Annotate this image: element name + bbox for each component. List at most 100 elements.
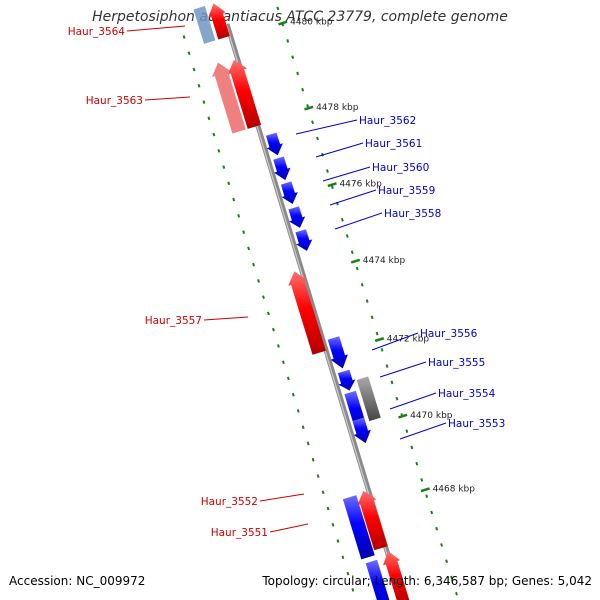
tick-ring-left bbox=[301, 425, 305, 430]
gene-callout-line bbox=[329, 189, 377, 206]
tick-ring-right bbox=[276, 6, 280, 11]
gene-label-forward: Haur_3563 bbox=[86, 95, 143, 107]
scale-label: 4472 kbp bbox=[387, 334, 430, 344]
scale-major-tick bbox=[278, 20, 288, 26]
gene-forward bbox=[383, 551, 410, 600]
tick-ring-right bbox=[395, 396, 399, 401]
gene-callout-line bbox=[269, 523, 309, 533]
tick-ring-right bbox=[425, 494, 429, 499]
scale-major-tick bbox=[327, 182, 337, 188]
tick-ring-right bbox=[410, 445, 414, 450]
tick-ring-right bbox=[286, 39, 290, 43]
gene-callout-line bbox=[399, 422, 447, 440]
tick-ring-right bbox=[301, 87, 305, 92]
gene-callout-line bbox=[371, 332, 419, 351]
gene-label-reverse: Haur_3558 bbox=[384, 208, 441, 220]
tick-ring-left bbox=[291, 392, 295, 397]
tick-ring-left bbox=[331, 522, 335, 527]
tick-ring-right bbox=[385, 364, 389, 368]
tick-ring-left bbox=[232, 197, 236, 202]
tick-ring-left bbox=[346, 571, 350, 576]
scale-label: 4478 kbp bbox=[316, 103, 359, 113]
tick-ring-left bbox=[192, 67, 196, 72]
scale-label: 4468 kbp bbox=[433, 484, 476, 494]
tick-ring-left bbox=[182, 35, 186, 39]
tick-ring-right bbox=[360, 282, 364, 287]
tick-ring-left bbox=[217, 149, 221, 153]
tick-ring-right bbox=[370, 315, 374, 320]
tick-ring-left bbox=[227, 181, 231, 186]
tick-ring-left bbox=[207, 116, 211, 121]
gene-label-reverse: Haur_3560 bbox=[372, 162, 429, 174]
tick-ring-left bbox=[242, 230, 246, 234]
gene-reverse bbox=[266, 132, 283, 156]
gene-label-forward: Haur_3564 bbox=[68, 26, 126, 38]
gene-forward bbox=[288, 271, 326, 355]
tick-ring-left bbox=[202, 100, 206, 104]
gene-reverse bbox=[365, 559, 390, 600]
gene-reverse bbox=[273, 156, 291, 181]
tick-ring-right bbox=[420, 478, 424, 482]
accession-text: Accession: NC_009972 bbox=[9, 574, 146, 588]
tick-ring-right bbox=[430, 510, 434, 515]
tick-ring-left bbox=[341, 555, 345, 560]
genome-summary-text: Topology: circular; Length: 6,346,587 bp… bbox=[262, 574, 592, 588]
tick-ring-right bbox=[405, 429, 409, 433]
tick-ring-left bbox=[212, 132, 216, 137]
gene-callout-line bbox=[389, 392, 437, 410]
gene-label-reverse: Haur_3562 bbox=[359, 115, 416, 127]
gene-reverse bbox=[327, 336, 348, 369]
tick-ring-right bbox=[450, 575, 453, 580]
scale-major-tick bbox=[304, 105, 314, 111]
tick-ring-right bbox=[296, 71, 300, 76]
gene-other bbox=[356, 376, 381, 422]
gene-callout-line bbox=[322, 166, 371, 182]
tick-ring-right bbox=[380, 348, 384, 352]
scale-major-tick bbox=[350, 258, 361, 264]
tick-ring-right bbox=[435, 526, 439, 531]
gene-reverse bbox=[337, 369, 356, 391]
scale-major-tick bbox=[398, 413, 408, 419]
tick-ring-right bbox=[355, 266, 359, 271]
gene-reverse bbox=[342, 495, 375, 560]
tick-ring-left bbox=[197, 83, 201, 88]
gene-callout-line bbox=[259, 493, 305, 502]
gene-reverse bbox=[352, 417, 371, 444]
tick-ring-left bbox=[326, 506, 330, 511]
tick-ring-left bbox=[252, 262, 256, 267]
tick-ring-right bbox=[390, 380, 394, 385]
gene-callout-line bbox=[144, 96, 191, 101]
scale-label: 4480 kbp bbox=[290, 18, 333, 28]
tick-ring-left bbox=[187, 51, 191, 56]
gene-reverse bbox=[280, 181, 298, 204]
gene-reverse bbox=[288, 206, 306, 228]
tick-ring-right bbox=[455, 591, 458, 596]
gene-label-reverse: Haur_3556 bbox=[420, 328, 478, 340]
gene-callout-line bbox=[126, 25, 186, 32]
tick-ring-right bbox=[330, 185, 334, 190]
tick-ring-left bbox=[237, 214, 241, 218]
gene-label-reverse: Haur_3553 bbox=[448, 418, 505, 430]
tick-ring-right bbox=[415, 461, 419, 466]
tick-ring-left bbox=[257, 279, 260, 283]
tick-ring-left bbox=[272, 327, 275, 332]
tick-ring-right bbox=[291, 55, 295, 60]
tick-ring-left bbox=[296, 409, 300, 413]
tick-ring-right bbox=[326, 169, 329, 173]
tick-ring-right bbox=[311, 120, 314, 125]
gene-callout-line bbox=[379, 361, 427, 378]
scale-label: 4470 kbp bbox=[410, 411, 453, 421]
gene-label-reverse: Haur_3561 bbox=[365, 138, 422, 150]
gene-label-reverse: Haur_3555 bbox=[428, 357, 485, 369]
gene-label-forward: Haur_3557 bbox=[145, 315, 202, 327]
gene-reverse-light bbox=[193, 6, 216, 44]
tick-ring-left bbox=[222, 165, 226, 169]
gene-forward-light bbox=[212, 62, 246, 134]
gene-label-reverse: Haur_3559 bbox=[378, 185, 435, 197]
tick-ring-right bbox=[340, 217, 344, 222]
gene-label-forward: Haur_3551 bbox=[211, 527, 268, 539]
tick-ring-right bbox=[375, 331, 379, 336]
scale-major-tick bbox=[374, 337, 385, 343]
